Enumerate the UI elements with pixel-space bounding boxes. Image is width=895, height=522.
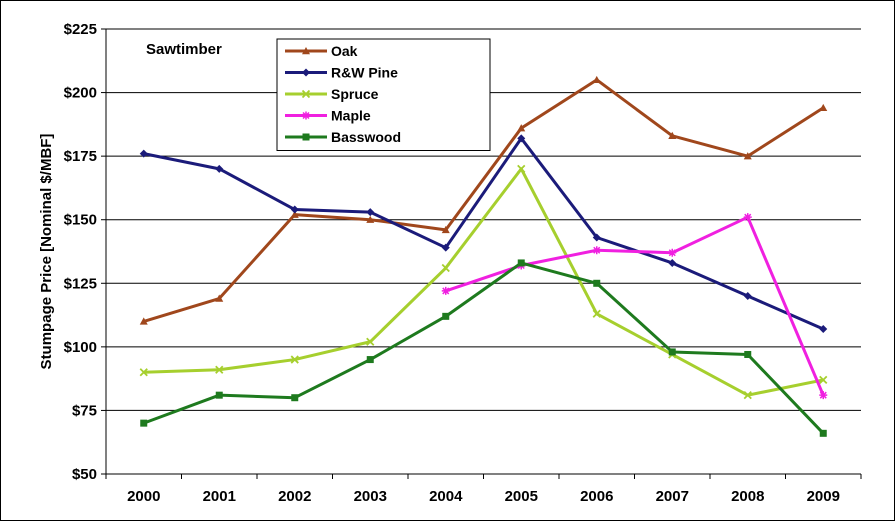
data-point xyxy=(668,248,677,257)
legend-label: Oak xyxy=(331,43,358,59)
data-point xyxy=(668,131,677,139)
legend-entry: Oak xyxy=(285,43,358,59)
x-tick-label: 2009 xyxy=(807,488,840,505)
series-line xyxy=(143,78,825,323)
data-point xyxy=(819,103,828,112)
y-tick-label: $75 xyxy=(72,402,97,419)
data-point xyxy=(366,208,375,217)
sawtimber-annotation: Sawtimber xyxy=(146,41,222,58)
data-point xyxy=(215,164,224,173)
series-line xyxy=(143,167,824,397)
data-point xyxy=(290,210,299,218)
data-point xyxy=(743,152,752,160)
data-point xyxy=(441,243,450,252)
series-line xyxy=(143,261,825,435)
data-point xyxy=(743,391,752,400)
x-tick-label: 2008 xyxy=(731,488,764,505)
data-point xyxy=(744,350,752,358)
y-axis-label: Stumpage Price [Nominal $/MBF] xyxy=(38,134,55,370)
data-point xyxy=(743,292,752,300)
legend-marker xyxy=(302,47,310,55)
data-point xyxy=(139,368,148,377)
data-point xyxy=(441,225,450,234)
data-point xyxy=(442,312,450,320)
data-point xyxy=(215,365,224,374)
y-tick-label: $50 xyxy=(72,466,97,483)
legend-marker xyxy=(301,89,311,99)
data-point xyxy=(366,337,375,346)
data-point xyxy=(819,325,828,334)
x-tick-label: 2002 xyxy=(278,488,311,505)
data-point xyxy=(668,348,676,356)
data-point xyxy=(215,294,224,302)
data-point xyxy=(366,356,374,364)
data-point xyxy=(517,124,526,132)
y-tick-label: $100 xyxy=(64,339,97,356)
legend-entry: Spruce xyxy=(285,86,379,102)
data-point xyxy=(441,286,450,295)
data-point xyxy=(592,233,601,242)
legend-entry: Basswood xyxy=(285,129,401,145)
data-point xyxy=(592,309,601,318)
data-point xyxy=(517,164,526,173)
x-tick-label: 2003 xyxy=(354,488,387,505)
data-point xyxy=(668,258,677,267)
series-maple xyxy=(441,213,828,400)
series-spruce xyxy=(139,164,828,400)
legend-marker xyxy=(302,133,310,141)
y-tick-label: $150 xyxy=(64,212,97,229)
legend-marker xyxy=(302,111,310,120)
data-point xyxy=(140,419,148,427)
legend-entry: R&W Pine xyxy=(285,65,398,81)
data-point xyxy=(592,246,601,255)
data-point xyxy=(366,215,375,223)
data-point xyxy=(517,134,526,143)
data-point xyxy=(819,429,827,437)
x-tick-label: 2000 xyxy=(127,488,160,505)
legend-label: Basswood xyxy=(331,129,401,145)
data-point xyxy=(139,317,148,325)
data-point xyxy=(441,263,450,273)
x-tick-label: 2007 xyxy=(656,488,689,505)
data-point xyxy=(592,75,601,84)
series-basswood xyxy=(140,259,827,437)
series-line xyxy=(445,215,825,396)
legend-label: R&W Pine xyxy=(331,65,398,81)
y-tick-label: $225 xyxy=(64,21,97,38)
x-tick-labels: 2000 2001 2002 2003 2004 2005 2006 2007 2008 2009 xyxy=(127,488,840,505)
y-tick-labels: $50 $75 $100 $125 $150 $175 $200 $225 xyxy=(64,21,97,483)
x-tick-label: 2005 xyxy=(505,488,538,505)
data-point xyxy=(819,375,828,385)
y-tick-label: $125 xyxy=(64,275,97,292)
legend: Oak R&W Pine Spruce Maple Basswood xyxy=(276,38,491,151)
data-point xyxy=(593,279,601,287)
data-point xyxy=(819,391,828,400)
series-oak xyxy=(139,75,828,325)
data-point xyxy=(290,355,299,364)
legend-label: Spruce xyxy=(331,86,379,102)
y-tick-label: $175 xyxy=(64,148,97,165)
x-tick-label: 2001 xyxy=(203,488,236,505)
x-tick-label: 2006 xyxy=(580,488,613,505)
series-r-w-pine xyxy=(139,134,828,334)
data-point xyxy=(743,213,752,222)
data-point xyxy=(517,259,525,267)
y-tick-label: $200 xyxy=(64,85,97,102)
data-point xyxy=(290,205,299,214)
series-line xyxy=(143,136,824,331)
data-point xyxy=(291,394,299,402)
axes xyxy=(105,29,862,479)
series-lines xyxy=(139,75,828,437)
x-tick-label: 2004 xyxy=(429,488,463,505)
legend-entry: Maple xyxy=(285,108,371,124)
data-point xyxy=(215,391,223,399)
data-point xyxy=(139,149,148,158)
legend-marker xyxy=(302,68,310,77)
legend-label: Maple xyxy=(331,108,371,124)
